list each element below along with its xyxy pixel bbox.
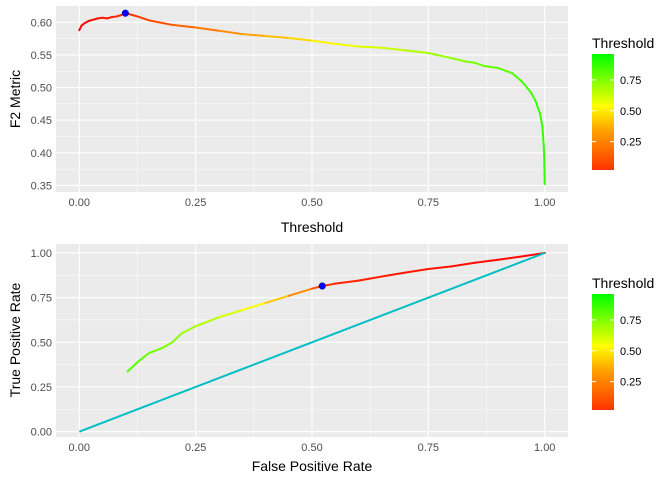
curve-segment [520, 80, 532, 94]
legend-title: Threshold [592, 275, 654, 291]
f2-curve [78, 9, 546, 186]
f2-y-axis-title: F2 Metric [7, 70, 23, 128]
legend-tick-label: 0.50 [620, 346, 641, 358]
legend-ticks: 0.75 0.50 0.25 [592, 315, 641, 389]
curve-segment [380, 46, 407, 52]
y-tick-label: 0.00 [31, 427, 52, 439]
curve-segment [241, 301, 267, 312]
legend-tick-label: 0.75 [620, 315, 641, 327]
curve-segment [464, 60, 476, 64]
x-tick-label: 0.25 [185, 442, 206, 454]
curve-segment [539, 112, 544, 128]
y-tick-label: 0.75 [31, 293, 52, 305]
curve-segment [264, 35, 290, 39]
curve-segment [264, 294, 290, 304]
curve-segment [129, 13, 139, 18]
curve-segment [511, 72, 523, 83]
y-tick-label: 0.25 [31, 382, 52, 394]
f2-gridlines [56, 6, 568, 192]
curve-segment [217, 309, 244, 319]
curve-segment [450, 261, 476, 268]
legend-tick-label: 0.75 [620, 75, 641, 87]
legend-colorbar [592, 294, 614, 410]
curve-segment [534, 99, 542, 115]
curve-segment [497, 67, 514, 75]
curve-segment [497, 255, 523, 261]
y-tick-label: 0.50 [31, 83, 52, 95]
curve-segment [194, 316, 220, 328]
legend-colorbar [592, 54, 614, 170]
y-tick-label: 0.50 [31, 337, 52, 349]
curve-segment [180, 325, 197, 335]
roc-y-axis-title: True Positive Rate [7, 282, 23, 397]
legend-tick-label: 0.25 [620, 137, 641, 149]
roc-x-tick-labels: 0.00 0.25 0.50 0.75 1.00 [69, 442, 556, 454]
curve-segment [171, 332, 183, 344]
y-tick-label: 0.35 [31, 180, 52, 192]
optimal-threshold-point [121, 9, 129, 17]
curve-segment [427, 51, 453, 60]
legend-tick-label: 0.50 [620, 106, 641, 118]
curve-segment [427, 265, 453, 271]
f2-panel: 0.35 0.40 0.45 0.50 0.55 0.60 0.00 0.25 0.50 0.7… [7, 6, 568, 235]
reference-diagonal-line [78, 252, 546, 433]
curve-segment [241, 33, 267, 38]
legend-ticks: 0.75 0.50 0.25 [592, 75, 641, 149]
threshold-legend-top: Threshold 0.75 0.50 0.25 [592, 35, 654, 170]
curve-segment [148, 346, 165, 355]
y-tick-label: 0.60 [31, 17, 52, 29]
x-tick-label: 0.50 [301, 442, 322, 454]
roc-panel: 0.00 0.25 0.50 0.75 1.00 0.00 0.25 0.50 0.75 1.0… [7, 244, 568, 474]
curve-segment [541, 125, 545, 148]
roc-gridlines [56, 244, 568, 437]
y-tick-label: 0.45 [31, 115, 52, 127]
roc-x-axis-title: False Positive Rate [252, 458, 373, 474]
curve-segment [136, 15, 151, 22]
x-tick-label: 0.75 [418, 442, 439, 454]
curve-segment [334, 279, 360, 285]
y-tick-label: 0.40 [31, 148, 52, 160]
curve-segment [138, 352, 151, 362]
curve-segment [404, 49, 430, 54]
curve-segment [380, 271, 407, 278]
x-tick-label: 0.75 [418, 197, 439, 209]
x-tick-label: 0.00 [69, 442, 90, 454]
roc-curve [78, 251, 546, 433]
optimal-threshold-point [318, 282, 326, 290]
curve-segment [194, 26, 220, 32]
curve-segment [287, 36, 313, 42]
y-tick-label: 1.00 [31, 248, 52, 260]
curve-segment [357, 275, 383, 282]
curve-segment [287, 287, 313, 297]
x-tick-label: 1.00 [534, 197, 555, 209]
curve-segment [404, 268, 430, 274]
legend-tick-label: 0.25 [620, 377, 641, 389]
curve-segment [334, 42, 360, 48]
f2-x-axis-title: Threshold [281, 219, 343, 235]
x-tick-label: 0.25 [185, 197, 206, 209]
x-tick-label: 1.00 [534, 442, 555, 454]
x-tick-label: 0.00 [69, 197, 90, 209]
f2-x-tick-labels: 0.00 0.25 0.50 0.75 1.00 [69, 197, 556, 209]
curve-segment [126, 359, 141, 373]
curve-segment [529, 91, 537, 102]
curve-segment [311, 39, 337, 45]
f2-y-tick-labels: 0.35 0.40 0.45 0.50 0.55 0.60 [31, 17, 52, 192]
curve-segment [483, 65, 500, 69]
x-tick-label: 0.50 [301, 197, 322, 209]
roc-y-tick-labels: 0.00 0.25 0.50 0.75 1.00 [31, 248, 52, 439]
curve-segment [148, 19, 174, 26]
curve-segment [473, 61, 486, 68]
curve-segment [217, 29, 244, 36]
legend-title: Threshold [592, 35, 654, 51]
curve-segment [357, 45, 383, 49]
curve-segment [473, 258, 500, 264]
curve-segment [162, 341, 174, 349]
threshold-legend-bottom: Threshold 0.75 0.50 0.25 [592, 275, 654, 410]
curve-segment [171, 23, 197, 29]
y-tick-label: 0.55 [31, 50, 52, 62]
curve-segment [450, 57, 467, 63]
